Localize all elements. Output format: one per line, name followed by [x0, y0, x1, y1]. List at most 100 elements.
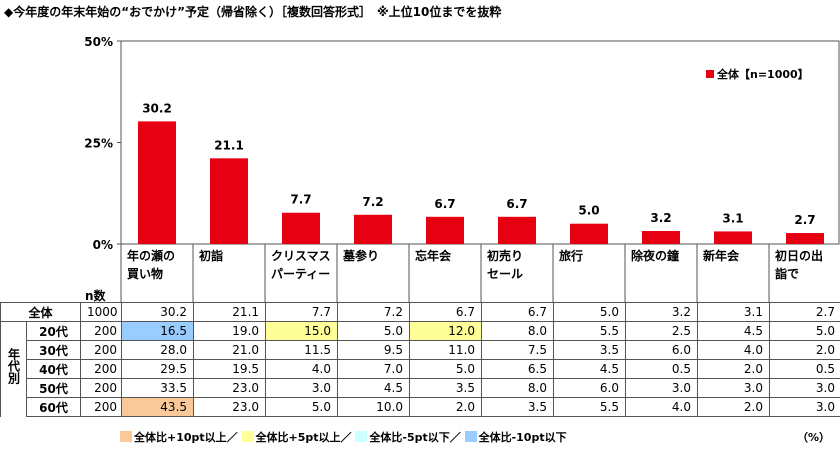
bar-value-label: 30.2 — [142, 101, 172, 115]
table-cell: 30.2 — [121, 302, 195, 322]
table-cell: 9.5 — [337, 340, 411, 360]
y-tick-label: 25% — [84, 137, 113, 151]
table-cell: 5.5 — [553, 397, 627, 417]
category-label: 初日の出 — [775, 248, 823, 263]
bar-value-label: 6.7 — [506, 197, 527, 211]
table-cell: 3.2 — [625, 302, 699, 322]
row-n: 200 — [80, 378, 123, 398]
y-tick-label: 0% — [93, 238, 113, 252]
table-cell: 0.5 — [769, 359, 840, 379]
bar — [210, 158, 248, 244]
group-label: 年代別 — [0, 321, 27, 417]
bar — [786, 233, 824, 244]
row-n: 200 — [80, 359, 123, 379]
table-cell: 28.0 — [121, 340, 195, 360]
table-cell: 6.7 — [481, 302, 555, 322]
row-label: 60代 — [25, 397, 82, 417]
bar — [570, 223, 608, 244]
table-cell: 6.7 — [409, 302, 483, 322]
bar-value-label: 21.1 — [214, 138, 244, 152]
table-cell: 3.1 — [697, 302, 771, 322]
category-label: 詣で — [775, 266, 799, 281]
row-label: 50代 — [25, 378, 82, 398]
category-label: 墓参り — [342, 248, 379, 263]
category-label: 買い物 — [127, 266, 163, 281]
table-cell: 6.5 — [481, 359, 555, 379]
table-cell: 21.0 — [193, 340, 267, 360]
category-label: クリスマス — [271, 249, 331, 263]
footer-dn5: 全体比-5pt以下／ — [369, 431, 461, 444]
table-cell: 4.5 — [697, 321, 771, 341]
table-cell: 4.0 — [697, 340, 771, 360]
table-cell: 12.0 — [409, 321, 483, 341]
dn10-swatch — [464, 431, 477, 442]
table-cell: 6.0 — [625, 340, 699, 360]
category-label: 初売り — [487, 248, 523, 263]
table-cell: 5.5 — [553, 321, 627, 341]
footer-up5: 全体比+5pt以上／ — [255, 431, 352, 444]
table-cell: 7.0 — [337, 359, 411, 379]
table-cell: 2.5 — [625, 321, 699, 341]
bar-value-label: 5.0 — [578, 204, 599, 218]
data-table: 全体 1000 30.2 21.1 7.7 7.2 6.7 6.7 5.0 3.2 3.1 2.7 年代… — [0, 302, 840, 417]
table-cell: 5.0 — [553, 302, 627, 322]
row-label: 40代 — [25, 359, 82, 379]
row-label: 30代 — [25, 340, 82, 360]
table-cell: 3.0 — [769, 378, 840, 398]
bar-value-label: 7.7 — [290, 193, 311, 207]
bar — [714, 231, 752, 244]
table-cell: 7.7 — [265, 302, 339, 322]
row-n: 1000 — [80, 302, 123, 322]
table-cell: 4.0 — [625, 397, 699, 417]
table-cell: 3.0 — [265, 378, 339, 398]
bar — [138, 121, 176, 244]
bar — [426, 216, 464, 244]
row-label: 全体 — [0, 302, 82, 322]
table-row: 50代 200 33.5 23.0 3.0 4.5 3.5 8.0 6.0 3.0 3.0 3.0 — [1, 378, 840, 398]
row-n: 200 — [80, 397, 123, 417]
bar-value-label: 2.7 — [794, 213, 815, 227]
table-cell: 29.5 — [121, 359, 195, 379]
table-cell: 0.5 — [625, 359, 699, 379]
table-cell: 16.5 — [121, 321, 195, 341]
table-row: 30代 200 28.0 21.0 11.5 9.5 11.0 7.5 3.5 6.0 4.0 2.0 — [1, 340, 840, 360]
legend-label: 全体【n=1000】 — [717, 68, 809, 81]
table-cell: 2.0 — [697, 397, 771, 417]
table-cell: 4.5 — [337, 378, 411, 398]
table-cell: 2.0 — [697, 359, 771, 379]
table-row: 全体 1000 30.2 21.1 7.7 7.2 6.7 6.7 5.0 3.2 3.1 2.7 — [0, 302, 840, 322]
table-cell: 3.5 — [409, 378, 483, 398]
table-cell: 11.5 — [265, 340, 339, 360]
table-cell: 5.0 — [409, 359, 483, 379]
footer-up10: 全体比+10pt以上／ — [134, 431, 238, 444]
y-tick-label: 50% — [84, 35, 113, 49]
table-cell: 23.0 — [193, 378, 267, 398]
table-cell: 8.0 — [481, 378, 555, 398]
category-label: 旅行 — [559, 248, 583, 263]
table-cell: 19.5 — [193, 359, 267, 379]
table-cell: 23.0 — [193, 397, 267, 417]
table-cell: 7.5 — [481, 340, 555, 360]
table-cell: 11.0 — [409, 340, 483, 360]
legend-swatch — [706, 70, 714, 78]
bar-value-label: 6.7 — [434, 197, 455, 211]
footer-dn10: 全体比-10pt以下 — [478, 431, 567, 444]
table-cell: 4.0 — [265, 359, 339, 379]
up10-swatch — [120, 431, 132, 442]
legend: 全体【n=1000】 — [706, 66, 809, 82]
table-cell: 43.5 — [121, 397, 195, 417]
table-cell: 2.0 — [409, 397, 483, 417]
table-cell: 21.1 — [193, 302, 267, 322]
table-cell: 4.5 — [553, 359, 627, 379]
bar — [354, 214, 392, 244]
table-cell: 5.0 — [265, 397, 339, 417]
bar-value-label: 7.2 — [362, 195, 383, 209]
table-cell: 19.0 — [193, 321, 267, 341]
row-n: 200 — [80, 340, 123, 360]
table-cell: 2.7 — [769, 302, 840, 322]
bar — [642, 231, 680, 244]
group-label-text: 年代別 — [6, 348, 21, 385]
table-cell: 33.5 — [121, 378, 195, 398]
category-label: 初詣 — [199, 248, 223, 263]
row-label: 20代 — [25, 321, 82, 341]
